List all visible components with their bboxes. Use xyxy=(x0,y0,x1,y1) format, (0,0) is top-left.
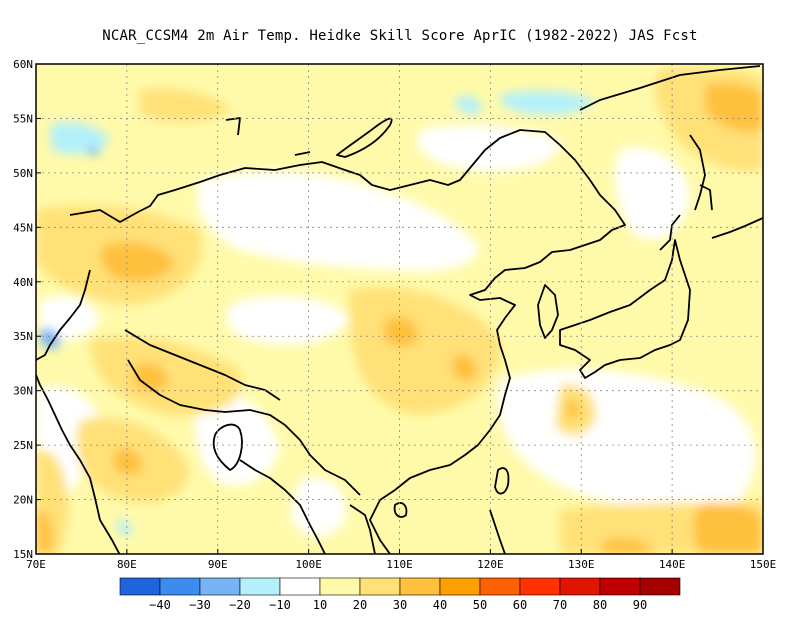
colorbar-label: 80 xyxy=(593,598,607,612)
axis-ticks: 70E 80E 90E 100E 110E 120E 130E 140E 150E 15N 20N 2… xyxy=(13,58,776,571)
lat-tick-label: 35N xyxy=(13,330,33,343)
colorbar-swatch xyxy=(159,577,201,596)
colorbar-swatch xyxy=(399,577,441,596)
colorbar-label: 90 xyxy=(633,598,647,612)
colorbar-label: 20 xyxy=(353,598,367,612)
colorbar-label: −20 xyxy=(229,598,251,612)
lat-tick-label: 55N xyxy=(13,112,33,125)
colorbar-label: 40 xyxy=(433,598,447,612)
colorbar-label: 70 xyxy=(553,598,567,612)
lat-tick-label: 45N xyxy=(13,221,33,234)
lat-tick-label: 30N xyxy=(13,385,33,398)
lat-tick-label: 20N xyxy=(13,494,33,507)
lat-tick-label: 60N xyxy=(13,58,33,71)
colorbar-swatch xyxy=(479,577,521,596)
lon-tick-label: 130E xyxy=(568,558,595,571)
lon-tick-label: 110E xyxy=(386,558,413,571)
lat-tick-label: 25N xyxy=(13,439,33,452)
colorbar-swatch xyxy=(559,577,601,596)
lon-tick-label: 80E xyxy=(117,558,137,571)
chart-title: NCAR_CCSM4 2m Air Temp. Heidke Skill Sco… xyxy=(102,28,698,44)
colorbar-label: 60 xyxy=(513,598,527,612)
colorbar-label: 30 xyxy=(393,598,407,612)
colorbar-swatch xyxy=(439,577,481,596)
colorbar-label: −30 xyxy=(189,598,211,612)
colorbar-label: −10 xyxy=(269,598,291,612)
lat-tick-label: 40N xyxy=(13,276,33,289)
colorbar-label: 50 xyxy=(473,598,487,612)
colorbar-swatch xyxy=(199,577,241,596)
lat-tick-label: 15N xyxy=(13,548,33,561)
colorbar-swatch xyxy=(239,577,281,596)
shaded-field xyxy=(36,64,763,554)
colorbar-swatch xyxy=(359,577,401,596)
colorbar-swatch xyxy=(279,577,321,596)
colorbar-swatch xyxy=(119,577,161,596)
colorbar-swatch xyxy=(639,577,681,596)
lon-tick-label: 70E xyxy=(26,558,46,571)
lon-tick-label: 120E xyxy=(477,558,504,571)
lon-tick-label: 100E xyxy=(295,558,322,571)
colorbar-label: 10 xyxy=(313,598,327,612)
map-grid xyxy=(36,64,763,554)
colorbar-swatch xyxy=(599,577,641,596)
colorbar-swatch xyxy=(319,577,361,596)
colorbar: −40 −30 −20 −10 10 20 30 40 50 60 70 80 90 xyxy=(119,577,681,612)
lon-tick-label: 140E xyxy=(659,558,686,571)
lat-tick-label: 50N xyxy=(13,167,33,180)
lon-tick-label: 150E xyxy=(750,558,777,571)
colorbar-label: −40 xyxy=(149,598,171,612)
colorbar-swatch xyxy=(519,577,561,596)
lon-tick-label: 90E xyxy=(208,558,228,571)
